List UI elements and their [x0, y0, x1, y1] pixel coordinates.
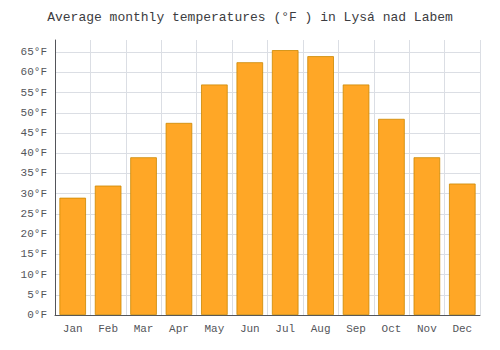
svg-text:Average monthly temperatures (: Average monthly temperatures (°F ) in Ly… — [47, 10, 453, 25]
svg-text:5°F: 5°F — [27, 289, 47, 301]
svg-text:Nov: Nov — [417, 323, 437, 335]
svg-text:60°F: 60°F — [21, 66, 47, 78]
svg-text:Jul: Jul — [275, 323, 295, 335]
svg-text:15°F: 15°F — [21, 248, 47, 260]
svg-text:Dec: Dec — [452, 323, 472, 335]
svg-text:10°F: 10°F — [21, 269, 47, 281]
svg-text:65°F: 65°F — [21, 46, 47, 58]
svg-text:May: May — [204, 323, 224, 335]
svg-text:Jan: Jan — [63, 323, 83, 335]
svg-text:50°F: 50°F — [21, 107, 47, 119]
svg-text:40°F: 40°F — [21, 147, 47, 159]
svg-text:Jun: Jun — [240, 323, 260, 335]
svg-text:35°F: 35°F — [21, 167, 47, 179]
svg-text:Feb: Feb — [98, 323, 118, 335]
svg-text:45°F: 45°F — [21, 127, 47, 139]
svg-text:25°F: 25°F — [21, 208, 47, 220]
svg-text:55°F: 55°F — [21, 87, 47, 99]
svg-text:Aug: Aug — [311, 323, 331, 335]
svg-text:Sep: Sep — [346, 323, 366, 335]
svg-text:20°F: 20°F — [21, 228, 47, 240]
svg-text:Mar: Mar — [134, 323, 154, 335]
svg-text:0°F: 0°F — [27, 309, 47, 321]
svg-text:Apr: Apr — [169, 323, 189, 335]
svg-text:30°F: 30°F — [21, 188, 47, 200]
svg-text:Oct: Oct — [382, 323, 402, 335]
